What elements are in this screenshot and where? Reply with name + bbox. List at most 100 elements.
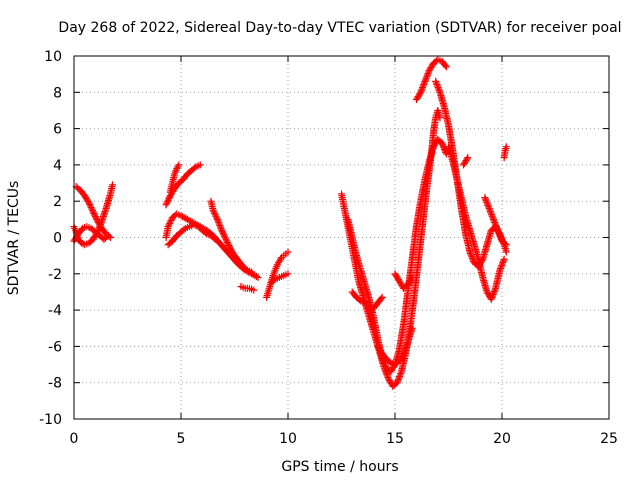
series-pass-v [500,143,510,162]
series-pass-e [162,161,204,209]
data-point [196,161,204,169]
data-point [211,235,219,243]
data-point [419,84,427,92]
data-point [442,63,450,71]
data-point [222,235,230,243]
data-point [162,201,170,209]
data-point [496,232,504,240]
data-point [403,340,411,348]
data-point [385,358,393,366]
data-point [463,155,471,163]
data-point [494,226,502,234]
data-point [423,71,431,79]
data-point [397,369,405,377]
data-point [401,347,409,355]
data-point [442,148,450,156]
data-point [216,223,224,231]
data-point [492,223,500,231]
y-tick-label: -4 [48,303,62,319]
data-point [163,198,171,206]
data-point [436,114,444,122]
data-point [489,214,497,222]
data-point [166,193,174,201]
data-point [442,150,450,158]
data-point [220,231,228,239]
data-point [400,350,408,358]
data-point [252,273,260,281]
data-point [420,81,428,89]
data-point [166,218,174,226]
data-point [467,250,475,258]
data-point [489,291,497,299]
data-point [490,217,498,225]
data-point [217,225,225,233]
data-point [498,260,506,268]
data-point [464,154,472,162]
data-point [355,296,363,304]
data-point [489,292,497,300]
y-tick-label: 8 [53,85,62,101]
data-point [488,294,496,302]
data-point [210,234,218,242]
data-point [164,223,172,231]
data-point [103,233,111,241]
data-point [502,248,510,256]
series-pass-k [267,270,292,287]
data-point [167,217,175,225]
data-point [434,84,442,92]
data-point [210,208,218,216]
data-point [491,220,499,228]
series-pass-q [412,56,450,104]
data-point [433,81,441,89]
data-point [421,77,429,85]
data-point [165,195,173,203]
series-pass-i [237,283,258,294]
data-point [215,220,223,228]
data-point [422,74,430,82]
series-pass-s [445,143,508,303]
data-layer [70,56,510,390]
data-point [420,79,428,87]
data-point [86,201,94,209]
data-point [378,293,386,301]
data-point [418,85,426,93]
data-point [425,68,433,76]
data-point [163,199,171,207]
data-point [497,234,505,242]
series-pass-p [391,270,416,292]
data-point [394,377,402,385]
y-tick-label: 4 [53,158,62,174]
data-point [87,204,95,212]
y-tick-label: 0 [53,231,62,247]
y-tick-label: -2 [48,267,62,283]
data-point [492,222,500,230]
data-point [93,216,101,224]
data-point [422,76,430,84]
x-tick-label: 0 [70,431,79,447]
data-point [435,87,443,95]
data-point [423,73,431,81]
data-point [497,263,505,271]
data-point [284,248,292,256]
data-point [498,262,506,270]
data-point [254,273,262,281]
data-point [486,208,494,216]
y-tick-label: 6 [53,122,62,138]
data-point [485,204,493,212]
data-point [384,374,392,382]
data-point [467,251,475,259]
data-point [89,208,97,216]
data-point [224,240,232,248]
series-pass-g [164,221,219,249]
data-point [424,70,432,78]
data-point [486,206,494,214]
data-point [439,141,447,149]
data-point [270,276,278,284]
data-point [91,211,99,219]
data-point [417,87,425,95]
data-point [91,213,99,221]
data-point [488,211,496,219]
data-point [394,376,402,384]
x-tick-label: 25 [600,431,618,447]
